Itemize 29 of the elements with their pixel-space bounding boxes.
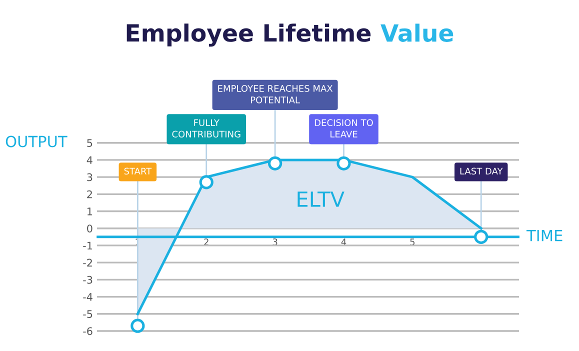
y-tick-label: -5 [83, 310, 92, 318]
annotation: LAST DAY [460, 168, 503, 175]
y-tick-label: -2 [83, 258, 92, 267]
y-tick-label: -3 [83, 276, 92, 284]
y-tick-label: -1 [83, 242, 92, 250]
y-tick-label: 5 [87, 139, 92, 147]
y-tick-label: 4 [86, 156, 92, 164]
point [474, 230, 488, 244]
y-tick-label: -6 [83, 327, 92, 336]
y-axis-title: OUTPUT [6, 136, 68, 148]
x-tick-label: 4 [341, 238, 346, 246]
y-tick-label: -4 [83, 293, 92, 301]
chart-title: Employee Lifetime Value [126, 24, 454, 47]
point [336, 156, 351, 170]
annotation: START [124, 168, 152, 175]
y-tick-label: 2 [87, 190, 92, 198]
point [130, 318, 145, 333]
x-tick-label: 3 [272, 238, 278, 246]
annotation: ELTV [298, 192, 344, 207]
y-tick-label: 0 [87, 224, 92, 232]
x-tick-label: 2 [204, 238, 208, 246]
x-axis-title: TIME [526, 230, 562, 242]
annotation: FULLY CONTRIBUTING [172, 119, 240, 138]
point [268, 156, 282, 170]
y-tick-label: 3 [87, 173, 92, 182]
annotation: EMPLOYEE REACHES MAX POTENTIAL [218, 85, 333, 104]
y-tick-label: 1 [88, 208, 92, 216]
annotation: DECISION TO LEAVE [314, 119, 373, 138]
point [199, 175, 214, 190]
